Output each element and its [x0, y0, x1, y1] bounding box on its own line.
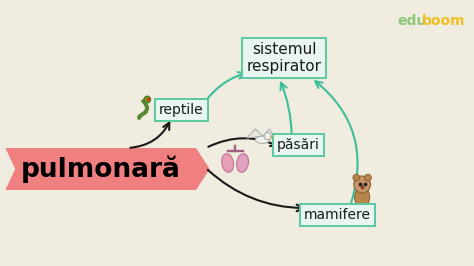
Polygon shape [263, 129, 275, 138]
Ellipse shape [255, 136, 270, 143]
Text: sistemul
respirator: sistemul respirator [246, 42, 321, 74]
Polygon shape [5, 148, 210, 190]
Text: reptile: reptile [159, 103, 204, 117]
Polygon shape [246, 129, 263, 138]
Circle shape [365, 174, 371, 181]
Text: pulmonară: pulmonară [21, 155, 181, 183]
Text: păsări: păsări [277, 138, 320, 152]
Circle shape [353, 174, 360, 181]
Ellipse shape [237, 154, 248, 172]
Circle shape [264, 132, 271, 140]
Ellipse shape [222, 154, 234, 172]
Text: edu: edu [397, 14, 427, 28]
Circle shape [144, 96, 151, 103]
Ellipse shape [355, 187, 370, 207]
Circle shape [354, 176, 371, 193]
Text: boom: boom [422, 14, 465, 28]
Text: mamifere: mamifere [304, 208, 371, 222]
Polygon shape [270, 135, 275, 138]
